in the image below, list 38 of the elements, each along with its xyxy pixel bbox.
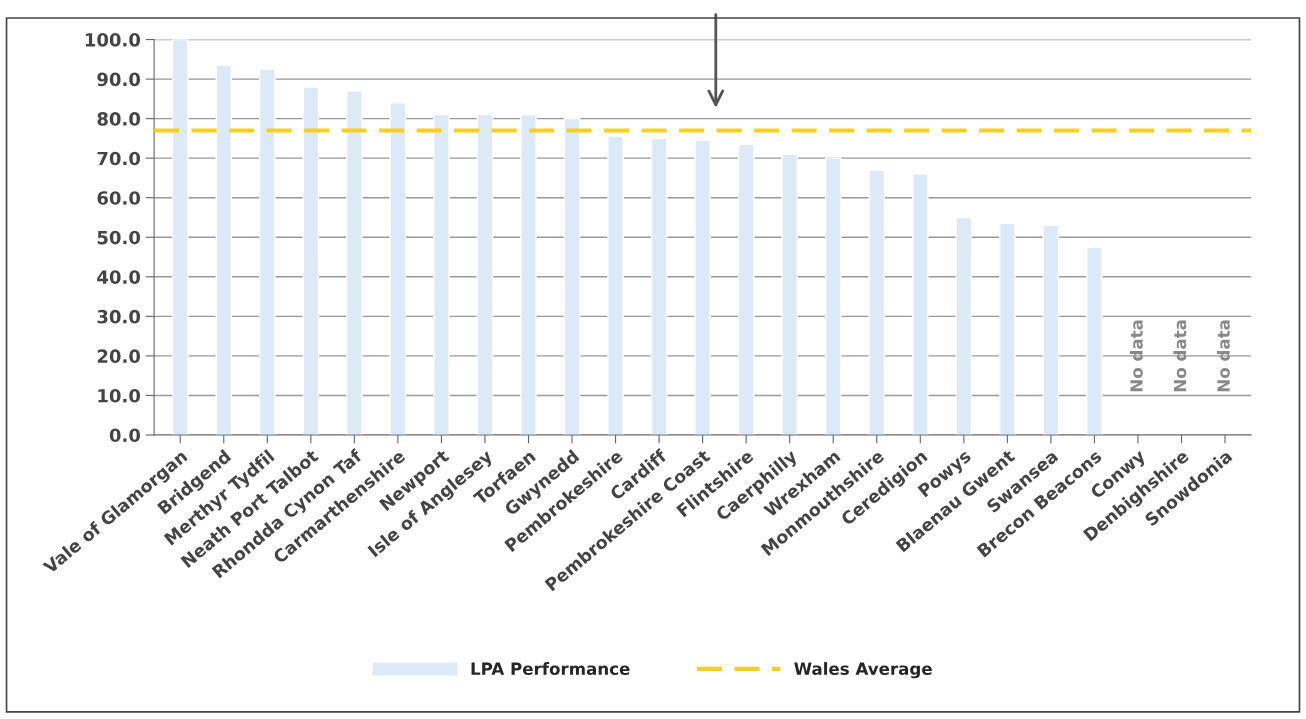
bar: [215, 64, 233, 435]
annotation: No data: [1129, 320, 1143, 392]
y-tick-label: 40.0: [97, 270, 141, 284]
y-tick-label: 100.0: [85, 33, 141, 47]
annotation: No data: [1216, 320, 1230, 392]
bar: [868, 169, 886, 435]
y-tick-label: 70.0: [97, 151, 141, 166]
bar: [607, 135, 624, 435]
y-tick-label: 80.0: [97, 112, 141, 126]
bar: [999, 222, 1016, 435]
bar: [781, 153, 799, 435]
y-tick-label: 10.0: [98, 388, 141, 403]
y-tick-label: 30.0: [97, 309, 141, 324]
y-tick-label: 20.0: [97, 349, 141, 364]
bar: [955, 216, 973, 435]
bar: [1042, 224, 1060, 435]
bar: [346, 90, 363, 435]
y-tick-label: 0.0: [109, 428, 141, 443]
bar: [1086, 246, 1103, 435]
bar: [911, 173, 929, 435]
bar: [563, 117, 581, 435]
bar: [694, 139, 711, 435]
bar: [302, 86, 320, 435]
bar: [824, 157, 842, 435]
y-tick-label: 50.0: [97, 230, 141, 245]
legend-label: Wales Average: [794, 662, 932, 679]
bar: [389, 102, 407, 435]
y-tick-label: 60.0: [97, 191, 141, 205]
bar: [476, 113, 494, 435]
bar: [258, 68, 276, 435]
y-tick-label: 90.0: [97, 72, 141, 87]
bar: [171, 39, 189, 435]
legend-label: LPA Performance: [471, 662, 630, 675]
bar: [737, 143, 755, 435]
bar: [650, 137, 668, 435]
bar: [433, 113, 450, 435]
annotation: No data: [1173, 320, 1187, 392]
bar: [520, 113, 537, 435]
